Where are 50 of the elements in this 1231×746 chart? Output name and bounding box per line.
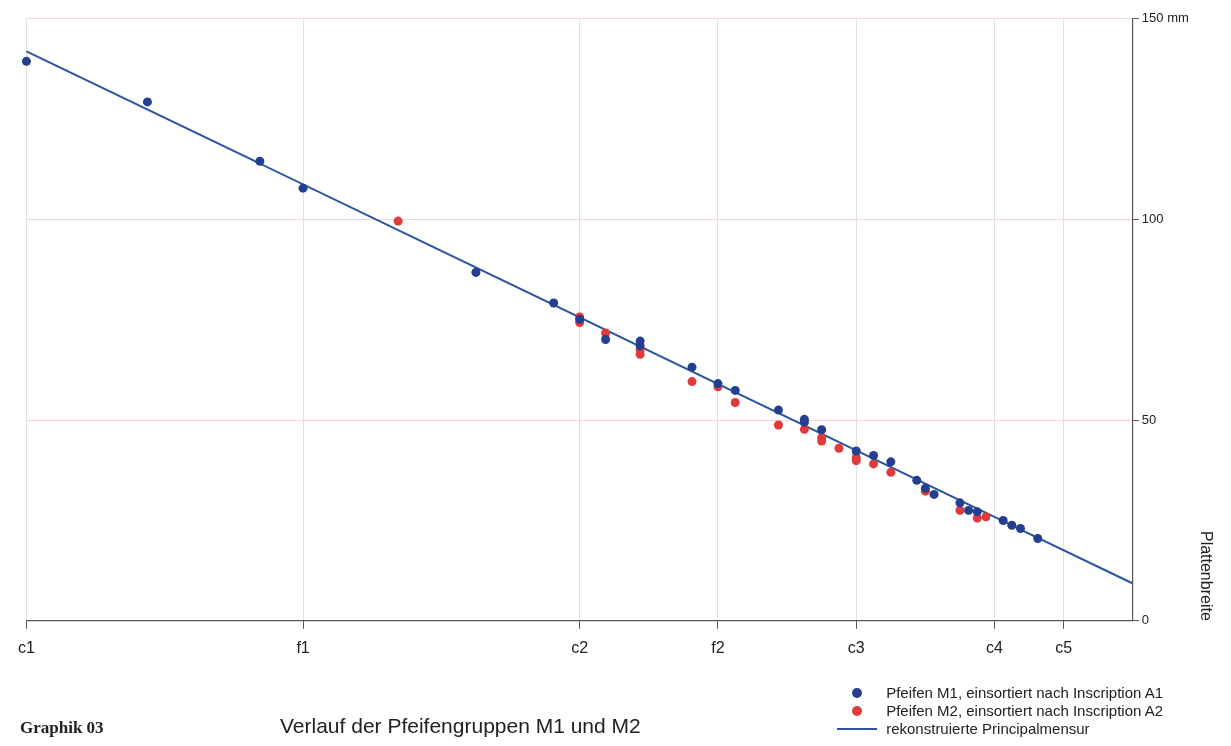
point xyxy=(1033,534,1043,544)
point xyxy=(981,512,991,522)
point xyxy=(687,377,697,387)
point xyxy=(851,446,861,456)
point xyxy=(998,515,1008,525)
point xyxy=(869,459,879,469)
point xyxy=(869,450,879,460)
y-axis-title: Plattenbreite xyxy=(1197,530,1215,621)
point xyxy=(730,397,740,407)
point xyxy=(773,405,783,415)
text: Graphik 03 xyxy=(20,718,104,738)
point xyxy=(955,505,965,515)
point xyxy=(773,420,783,430)
point xyxy=(799,424,809,434)
x-tick-label: c2 xyxy=(571,638,589,656)
x-tick-label: c5 xyxy=(1055,638,1073,656)
x-tick-label: f2 xyxy=(711,638,725,656)
legend-label: Pfeifen M1, einsortiert nach Inscription A1 xyxy=(886,684,1163,702)
x-tick-label: c4 xyxy=(986,638,1004,656)
y-tick-label: 50 xyxy=(1141,411,1157,427)
point xyxy=(964,505,974,515)
point xyxy=(886,457,896,467)
x-tick-label: c1 xyxy=(18,638,35,656)
point xyxy=(912,475,922,485)
point xyxy=(601,334,611,344)
y-tick-label: 0 xyxy=(1141,612,1150,628)
point xyxy=(142,97,152,107)
point xyxy=(1015,523,1025,533)
point xyxy=(549,298,559,308)
text: Verlauf der Pfeifengruppen M1 und M2 xyxy=(280,714,641,738)
point xyxy=(255,156,265,166)
point xyxy=(955,498,965,508)
y-tick-label: 150 mm xyxy=(1141,10,1189,26)
y-tick-label: 100 xyxy=(1141,211,1164,227)
point xyxy=(817,425,827,435)
point xyxy=(393,216,403,226)
x-tick-label: c3 xyxy=(847,638,865,656)
legend-label: rekonstruierte Principalmensur xyxy=(886,720,1090,738)
point xyxy=(834,443,844,453)
point xyxy=(687,362,697,372)
x-tick-label: f1 xyxy=(296,638,310,656)
legend-label: Pfeifen M2, einsortiert nach Inscription A2 xyxy=(886,702,1163,720)
point xyxy=(886,467,896,477)
point xyxy=(972,507,982,517)
point xyxy=(298,183,308,193)
point xyxy=(21,56,31,66)
point xyxy=(929,489,939,499)
point xyxy=(730,385,740,395)
point xyxy=(471,267,481,277)
point xyxy=(1007,520,1017,530)
